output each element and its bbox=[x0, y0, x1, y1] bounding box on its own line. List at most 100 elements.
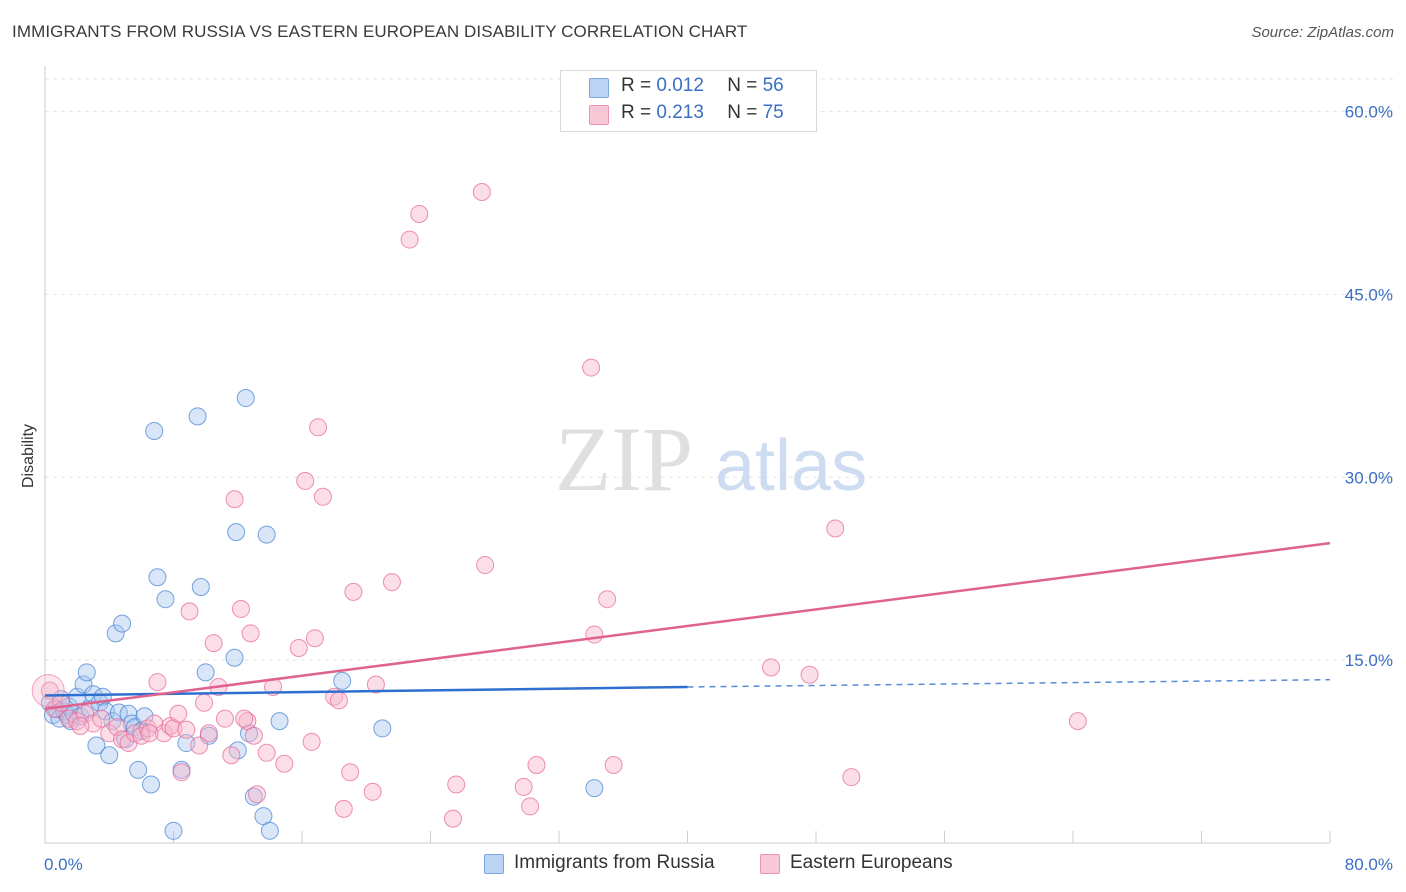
eastern-point bbox=[309, 418, 328, 437]
eastern-point bbox=[248, 785, 267, 804]
russia-point bbox=[87, 736, 106, 755]
eastern-point bbox=[92, 709, 111, 728]
eastern-point bbox=[341, 763, 360, 782]
bottom-legend-eastern: Eastern Europeans bbox=[760, 852, 953, 874]
eastern-point bbox=[145, 714, 164, 733]
bottom-legend-label: Immigrants from Russia bbox=[514, 852, 715, 873]
eastern-point bbox=[476, 556, 495, 575]
eastern-point bbox=[190, 736, 209, 755]
eastern-point bbox=[842, 768, 861, 787]
eastern-trend-line bbox=[44, 541, 1331, 711]
russia-point bbox=[585, 779, 604, 798]
eastern-point bbox=[244, 726, 263, 745]
russia-point bbox=[227, 523, 246, 542]
legend-n-label: N = bbox=[727, 75, 758, 96]
russia-point bbox=[191, 578, 210, 596]
source-credit: Source: ZipAtlas.com bbox=[1251, 24, 1394, 41]
legend-r-value: 0.213 bbox=[656, 102, 704, 123]
eastern-point bbox=[363, 782, 382, 801]
russia-point bbox=[106, 624, 125, 643]
grid-lines bbox=[45, 78, 1395, 661]
russia-point bbox=[270, 712, 289, 731]
eastern-point bbox=[366, 675, 385, 694]
eastern-point bbox=[140, 724, 159, 743]
russia-point bbox=[113, 614, 132, 633]
eastern-point bbox=[215, 709, 234, 728]
russia-point bbox=[77, 663, 96, 682]
russia-point bbox=[196, 663, 215, 682]
russia-point bbox=[244, 787, 263, 806]
legend-n-value: 75 bbox=[762, 102, 784, 123]
eastern-point bbox=[31, 674, 65, 708]
eastern-point bbox=[302, 732, 321, 751]
eastern-point bbox=[1068, 712, 1087, 731]
eastern-point bbox=[443, 809, 462, 828]
eastern-point bbox=[296, 471, 315, 490]
eastern-point bbox=[410, 204, 429, 223]
eastern-point bbox=[344, 582, 363, 601]
eastern-point bbox=[164, 719, 183, 738]
eastern-point bbox=[585, 625, 604, 644]
russia-point bbox=[333, 671, 352, 690]
legend-n-label: N = bbox=[727, 102, 758, 123]
watermark: ZIP atlas bbox=[555, 408, 867, 510]
legend-n-value: 56 bbox=[762, 75, 784, 96]
eastern-point bbox=[225, 490, 244, 509]
legend-box: R = 0.012 N = 56 R = 0.213 N = 75 bbox=[560, 70, 817, 132]
eastern-point bbox=[400, 230, 419, 249]
eastern-point bbox=[527, 755, 546, 774]
y-tick-labels: 15.0% 30.0% 45.0% 60.0% bbox=[1345, 103, 1393, 671]
eastern-point bbox=[334, 799, 353, 818]
russia-point bbox=[188, 407, 207, 426]
chart-title: IMMIGRANTS FROM RUSSIA VS EASTERN EUROPE… bbox=[12, 22, 748, 41]
x-tick-label: 0.0% bbox=[44, 855, 83, 874]
bottom-swatch-russia bbox=[484, 854, 504, 874]
eastern-point bbox=[275, 754, 294, 773]
russia-point bbox=[260, 821, 279, 840]
eastern-point bbox=[447, 775, 466, 794]
watermark-zip: ZIP bbox=[555, 408, 693, 510]
eastern-point bbox=[521, 797, 540, 816]
eastern-point bbox=[148, 673, 167, 692]
eastern-point bbox=[305, 629, 324, 648]
russia-trend-line bbox=[44, 685, 688, 697]
watermark-atlas: atlas bbox=[715, 426, 867, 506]
legend-swatch-russia bbox=[589, 78, 609, 98]
legend-row-russia: R = 0.012 N = 56 bbox=[589, 75, 784, 98]
eastern-point bbox=[604, 755, 623, 774]
eastern-point bbox=[180, 602, 199, 621]
russia-point bbox=[129, 760, 148, 779]
eastern-point bbox=[762, 658, 781, 677]
series-eastern-points bbox=[31, 183, 1087, 828]
legend-r-label: R = bbox=[621, 75, 652, 96]
russia-point bbox=[225, 648, 244, 667]
bottom-legend-russia: Immigrants from Russia bbox=[484, 852, 715, 874]
russia-point bbox=[373, 719, 392, 738]
series-russia-points bbox=[40, 389, 604, 840]
russia-trend-extension bbox=[687, 678, 1331, 688]
eastern-point bbox=[382, 573, 401, 592]
legend-row-eastern: R = 0.213 N = 75 bbox=[589, 102, 784, 125]
eastern-point bbox=[313, 487, 332, 506]
russia-point bbox=[145, 421, 164, 440]
x-tick-label: 80.0% bbox=[1345, 855, 1393, 874]
legend-r-value: 0.012 bbox=[656, 75, 704, 96]
russia-point bbox=[109, 703, 128, 722]
russia-point bbox=[148, 568, 167, 587]
axes bbox=[44, 66, 1331, 844]
russia-point bbox=[156, 590, 175, 609]
eastern-point bbox=[582, 358, 601, 377]
bottom-legend-label: Eastern Europeans bbox=[790, 852, 953, 873]
russia-point bbox=[164, 821, 183, 840]
eastern-point bbox=[241, 624, 260, 643]
eastern-point bbox=[169, 704, 188, 723]
y-tick-label: 45.0% bbox=[1345, 285, 1393, 304]
eastern-point bbox=[195, 693, 214, 712]
eastern-point bbox=[154, 724, 173, 743]
eastern-point bbox=[826, 519, 845, 538]
russia-point bbox=[142, 775, 161, 794]
eastern-point bbox=[472, 183, 491, 202]
eastern-point bbox=[800, 665, 819, 684]
eastern-point bbox=[514, 777, 533, 796]
